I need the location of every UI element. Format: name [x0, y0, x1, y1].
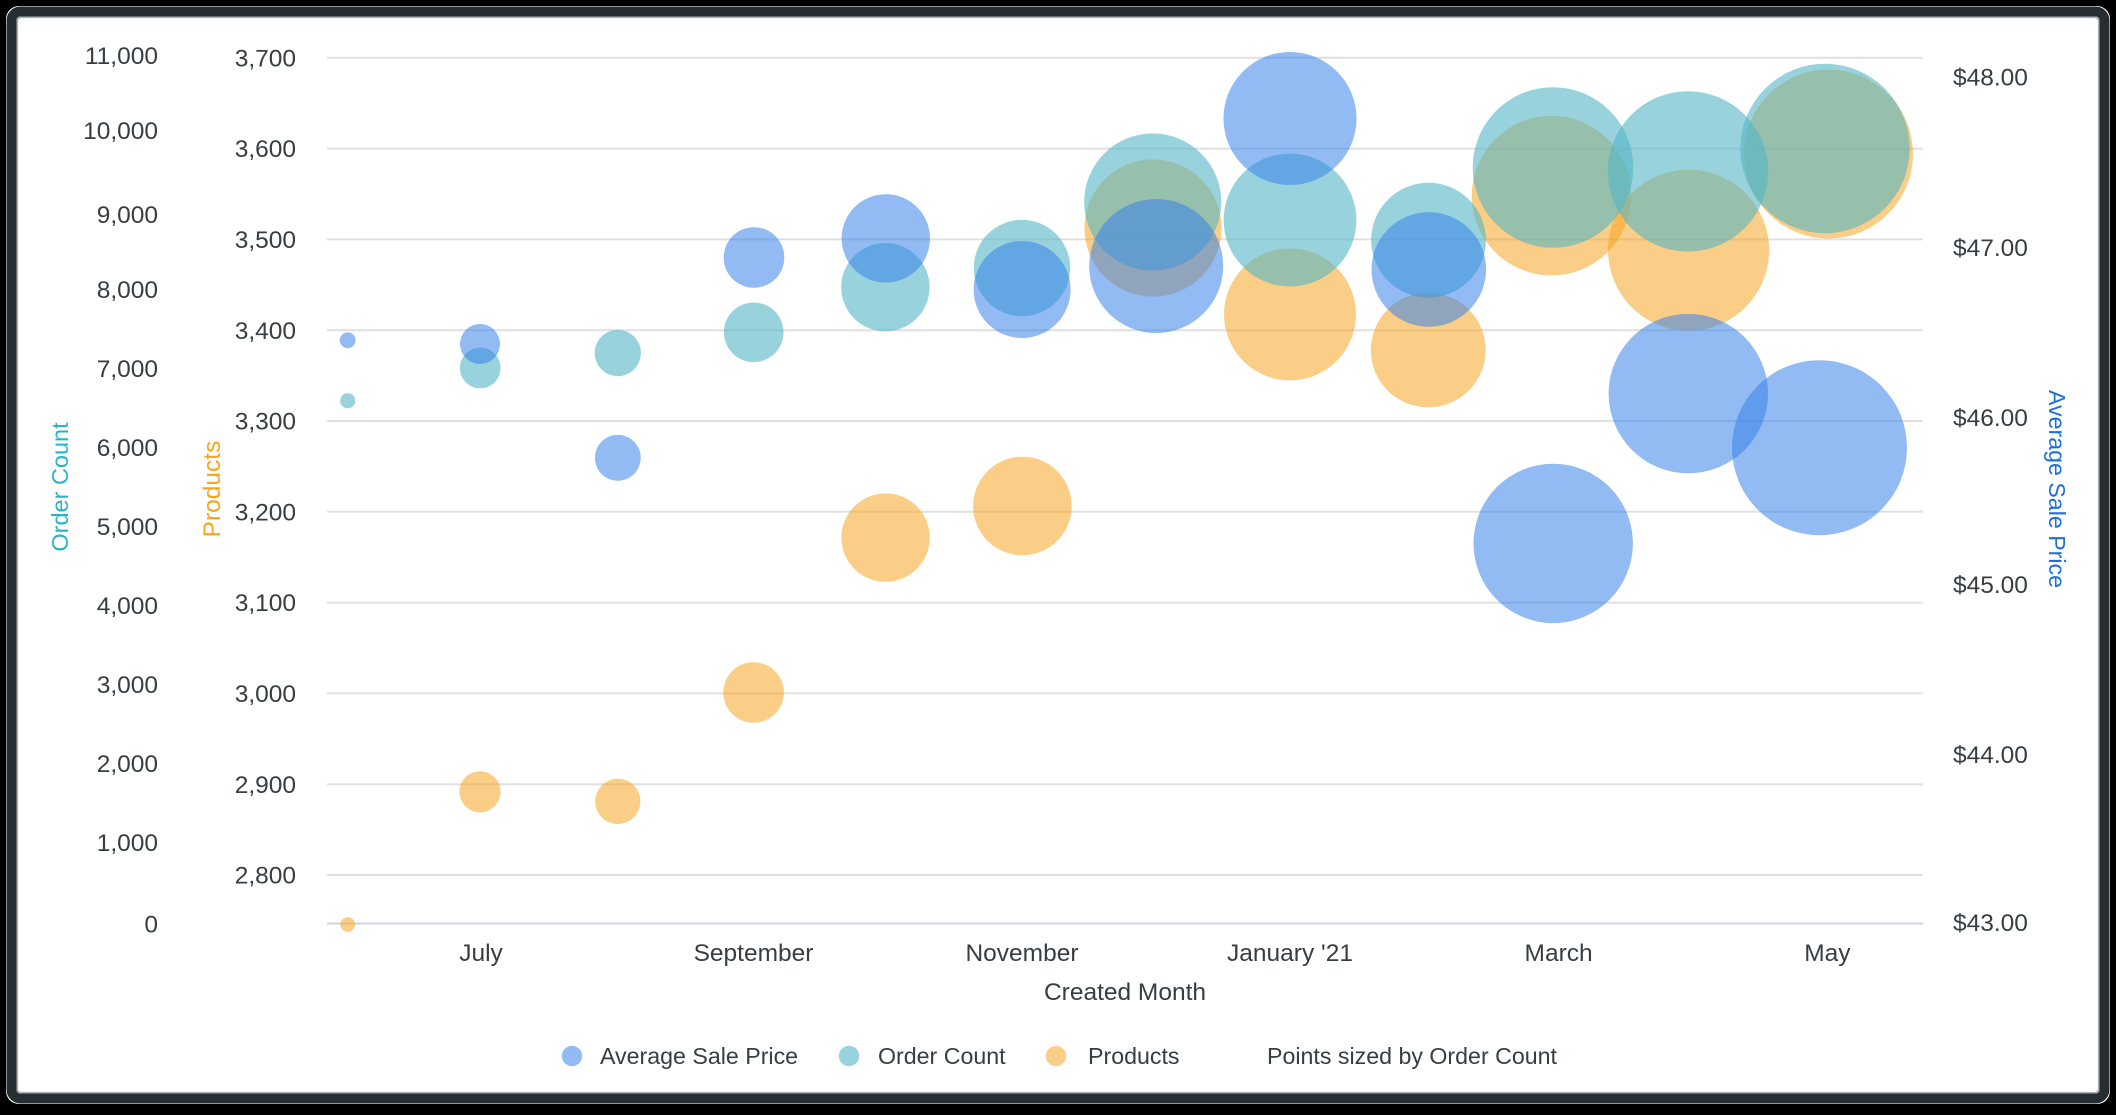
svg-text:9,000: 9,000 [97, 202, 158, 229]
svg-text:Products: Products [1088, 1043, 1180, 1069]
svg-text:March: March [1525, 940, 1593, 967]
svg-text:$48.00: $48.00 [1953, 64, 2028, 91]
svg-text:$46.00: $46.00 [1953, 405, 2028, 432]
svg-text:3,000: 3,000 [97, 672, 158, 699]
svg-text:3,200: 3,200 [235, 499, 296, 526]
svg-text:5,000: 5,000 [97, 514, 158, 541]
svg-text:2,000: 2,000 [97, 751, 158, 778]
svg-text:3,400: 3,400 [235, 318, 296, 345]
svg-text:2,900: 2,900 [235, 772, 296, 799]
svg-text:September: September [694, 940, 814, 967]
svg-text:Order Count: Order Count [47, 422, 73, 552]
svg-text:Points sized by Order Count: Points sized by Order Count [1267, 1043, 1558, 1069]
svg-text:July: July [459, 940, 503, 967]
svg-text:Average Sale Price: Average Sale Price [600, 1043, 798, 1069]
svg-text:3,600: 3,600 [235, 136, 296, 163]
svg-text:$47.00: $47.00 [1953, 235, 2028, 262]
svg-text:0: 0 [144, 911, 158, 938]
svg-text:7,000: 7,000 [97, 356, 158, 383]
svg-text:$45.00: $45.00 [1953, 572, 2028, 599]
svg-text:10,000: 10,000 [83, 118, 158, 145]
svg-text:8,000: 8,000 [97, 277, 158, 304]
svg-text:Average Sale Price: Average Sale Price [2044, 390, 2070, 588]
svg-text:3,000: 3,000 [235, 681, 296, 708]
svg-text:Products: Products [199, 441, 226, 538]
svg-text:May: May [1804, 940, 1851, 967]
svg-text:Order Count: Order Count [878, 1043, 1006, 1069]
svg-text:11,000: 11,000 [85, 43, 158, 70]
svg-text:3,100: 3,100 [235, 590, 296, 617]
svg-text:3,300: 3,300 [235, 409, 296, 436]
svg-text:November: November [965, 940, 1078, 967]
svg-text:3,500: 3,500 [235, 227, 296, 254]
svg-text:3,700: 3,700 [235, 45, 296, 72]
svg-text:6,000: 6,000 [97, 435, 158, 462]
svg-text:2,800: 2,800 [235, 863, 296, 890]
svg-text:January '21: January '21 [1227, 940, 1353, 967]
svg-text:$43.00: $43.00 [1953, 910, 2028, 937]
svg-text:4,000: 4,000 [97, 593, 158, 620]
svg-text:Created Month: Created Month [1044, 979, 1206, 1006]
svg-text:1,000: 1,000 [97, 830, 158, 857]
svg-text:$44.00: $44.00 [1953, 742, 2028, 769]
